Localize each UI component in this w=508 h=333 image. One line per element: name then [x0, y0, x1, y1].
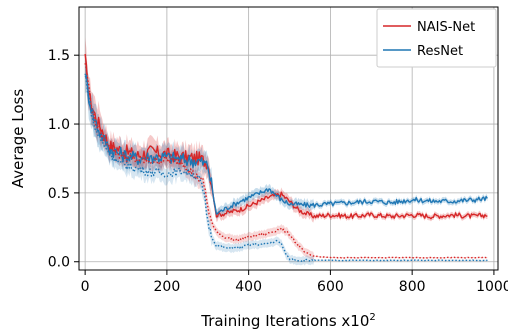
x-tick-label: 200	[154, 279, 181, 295]
y-tick-label: 0.5	[48, 186, 70, 202]
x-tick-label: 1000	[476, 279, 508, 295]
y-tick-label: 1.0	[48, 117, 70, 133]
y-axis-label: Average Loss	[9, 89, 27, 188]
y-tick-label: 1.5	[48, 48, 70, 64]
series-line-0	[84, 53, 488, 220]
series-lines	[84, 53, 488, 263]
legend-label-resnet: ResNet	[417, 44, 463, 59]
legend: NAIS-Net ResNet	[376, 8, 497, 68]
shaded-bands	[85, 37, 488, 266]
y-axis-ticks: 0.0 0.5 1.0 1.5	[48, 48, 79, 271]
series-line-2	[84, 63, 488, 259]
x-tick-label: 600	[317, 279, 344, 295]
series-line-3	[84, 73, 488, 263]
x-axis-label-text: Training Iterations x10	[200, 312, 369, 330]
plot-frame	[78, 6, 499, 271]
x-tick-label: 0	[81, 279, 90, 295]
legend-label-nais-net: NAIS-Net	[417, 20, 475, 35]
x-axis-label: Training Iterations x102	[200, 312, 376, 330]
series-band-1	[85, 58, 488, 219]
legend-box	[376, 8, 497, 68]
x-axis-label-superscript: 2	[369, 312, 375, 323]
x-tick-label: 800	[399, 279, 426, 295]
series-line-1	[84, 74, 488, 215]
x-tick-label: 400	[235, 279, 262, 295]
y-tick-label: 0.0	[48, 255, 70, 271]
x-axis-ticks: 0 200 400 600 800 1000	[81, 270, 508, 295]
